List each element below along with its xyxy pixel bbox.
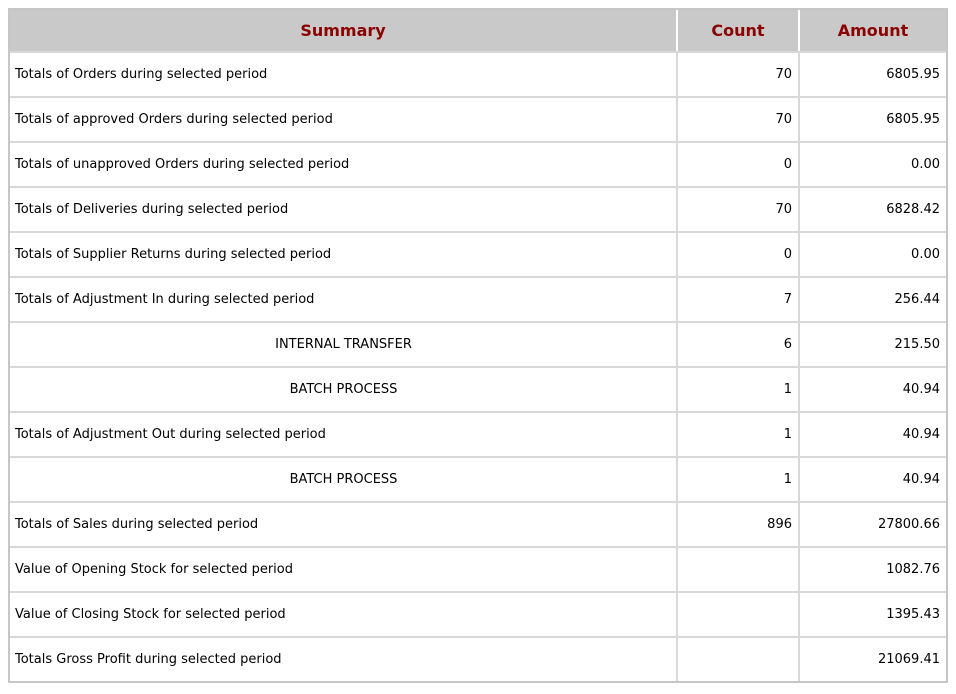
amount-cell: 0.00 [798, 231, 946, 276]
count-cell: 1 [676, 456, 798, 501]
amount-cell: 21069.41 [798, 636, 946, 681]
table-row: Value of Closing Stock for selected peri… [10, 591, 946, 636]
summary-cell: Value of Opening Stock for selected peri… [10, 546, 676, 591]
summary-cell: Totals Gross Profit during selected peri… [10, 636, 676, 681]
summary-cell: Totals of Adjustment In during selected … [10, 276, 676, 321]
table-row: Totals of Adjustment In during selected … [10, 276, 946, 321]
amount-cell: 27800.66 [798, 501, 946, 546]
summary-cell: INTERNAL TRANSFER [10, 321, 676, 366]
amount-cell: 1082.76 [798, 546, 946, 591]
column-header-amount: Amount [798, 10, 946, 51]
table-row: Value of Opening Stock for selected peri… [10, 546, 946, 591]
amount-cell: 1395.43 [798, 591, 946, 636]
summary-cell: Totals of unapproved Orders during selec… [10, 141, 676, 186]
count-cell: 0 [676, 231, 798, 276]
count-cell: 0 [676, 141, 798, 186]
summary-cell: BATCH PROCESS [10, 456, 676, 501]
count-cell: 70 [676, 51, 798, 96]
amount-cell: 40.94 [798, 456, 946, 501]
amount-cell: 40.94 [798, 411, 946, 456]
header-row: Summary Count Amount [10, 10, 946, 51]
count-cell: 7 [676, 276, 798, 321]
table-row: INTERNAL TRANSFER 6 215.50 [10, 321, 946, 366]
count-cell: 70 [676, 96, 798, 141]
count-cell: 6 [676, 321, 798, 366]
column-header-count: Count [676, 10, 798, 51]
amount-cell: 40.94 [798, 366, 946, 411]
summary-cell: Value of Closing Stock for selected peri… [10, 591, 676, 636]
table-body: Totals of Orders during selected period 7… [10, 51, 946, 681]
amount-cell: 0.00 [798, 141, 946, 186]
count-cell: 1 [676, 411, 798, 456]
table-row: Totals of Supplier Returns during select… [10, 231, 946, 276]
count-cell: 1 [676, 366, 798, 411]
table-header: Summary Count Amount [10, 10, 946, 51]
table-row: Totals of approved Orders during selecte… [10, 96, 946, 141]
amount-cell: 6805.95 [798, 51, 946, 96]
summary-cell: Totals of approved Orders during selecte… [10, 96, 676, 141]
summary-report-table: Summary Count Amount Totals of Orders du… [8, 8, 948, 683]
summary-cell: Totals of Orders during selected period [10, 51, 676, 96]
amount-cell: 256.44 [798, 276, 946, 321]
amount-cell: 6828.42 [798, 186, 946, 231]
count-cell [676, 636, 798, 681]
count-cell [676, 591, 798, 636]
table-row: Totals of unapproved Orders during selec… [10, 141, 946, 186]
summary-cell: Totals of Deliveries during selected per… [10, 186, 676, 231]
table-row: BATCH PROCESS 1 40.94 [10, 456, 946, 501]
count-cell: 896 [676, 501, 798, 546]
table-row: Totals of Sales during selected period 89… [10, 501, 946, 546]
count-cell [676, 546, 798, 591]
table-row: Totals of Orders during selected period 7… [10, 51, 946, 96]
table-row: Totals of Adjustment Out during selected… [10, 411, 946, 456]
table-row: Totals of Deliveries during selected per… [10, 186, 946, 231]
summary-cell: Totals of Supplier Returns during select… [10, 231, 676, 276]
amount-cell: 215.50 [798, 321, 946, 366]
amount-cell: 6805.95 [798, 96, 946, 141]
summary-cell: Totals of Sales during selected period [10, 501, 676, 546]
table-row: Totals Gross Profit during selected peri… [10, 636, 946, 681]
table-row: BATCH PROCESS 1 40.94 [10, 366, 946, 411]
summary-cell: BATCH PROCESS [10, 366, 676, 411]
count-cell: 70 [676, 186, 798, 231]
column-header-summary: Summary [10, 10, 676, 51]
summary-cell: Totals of Adjustment Out during selected… [10, 411, 676, 456]
